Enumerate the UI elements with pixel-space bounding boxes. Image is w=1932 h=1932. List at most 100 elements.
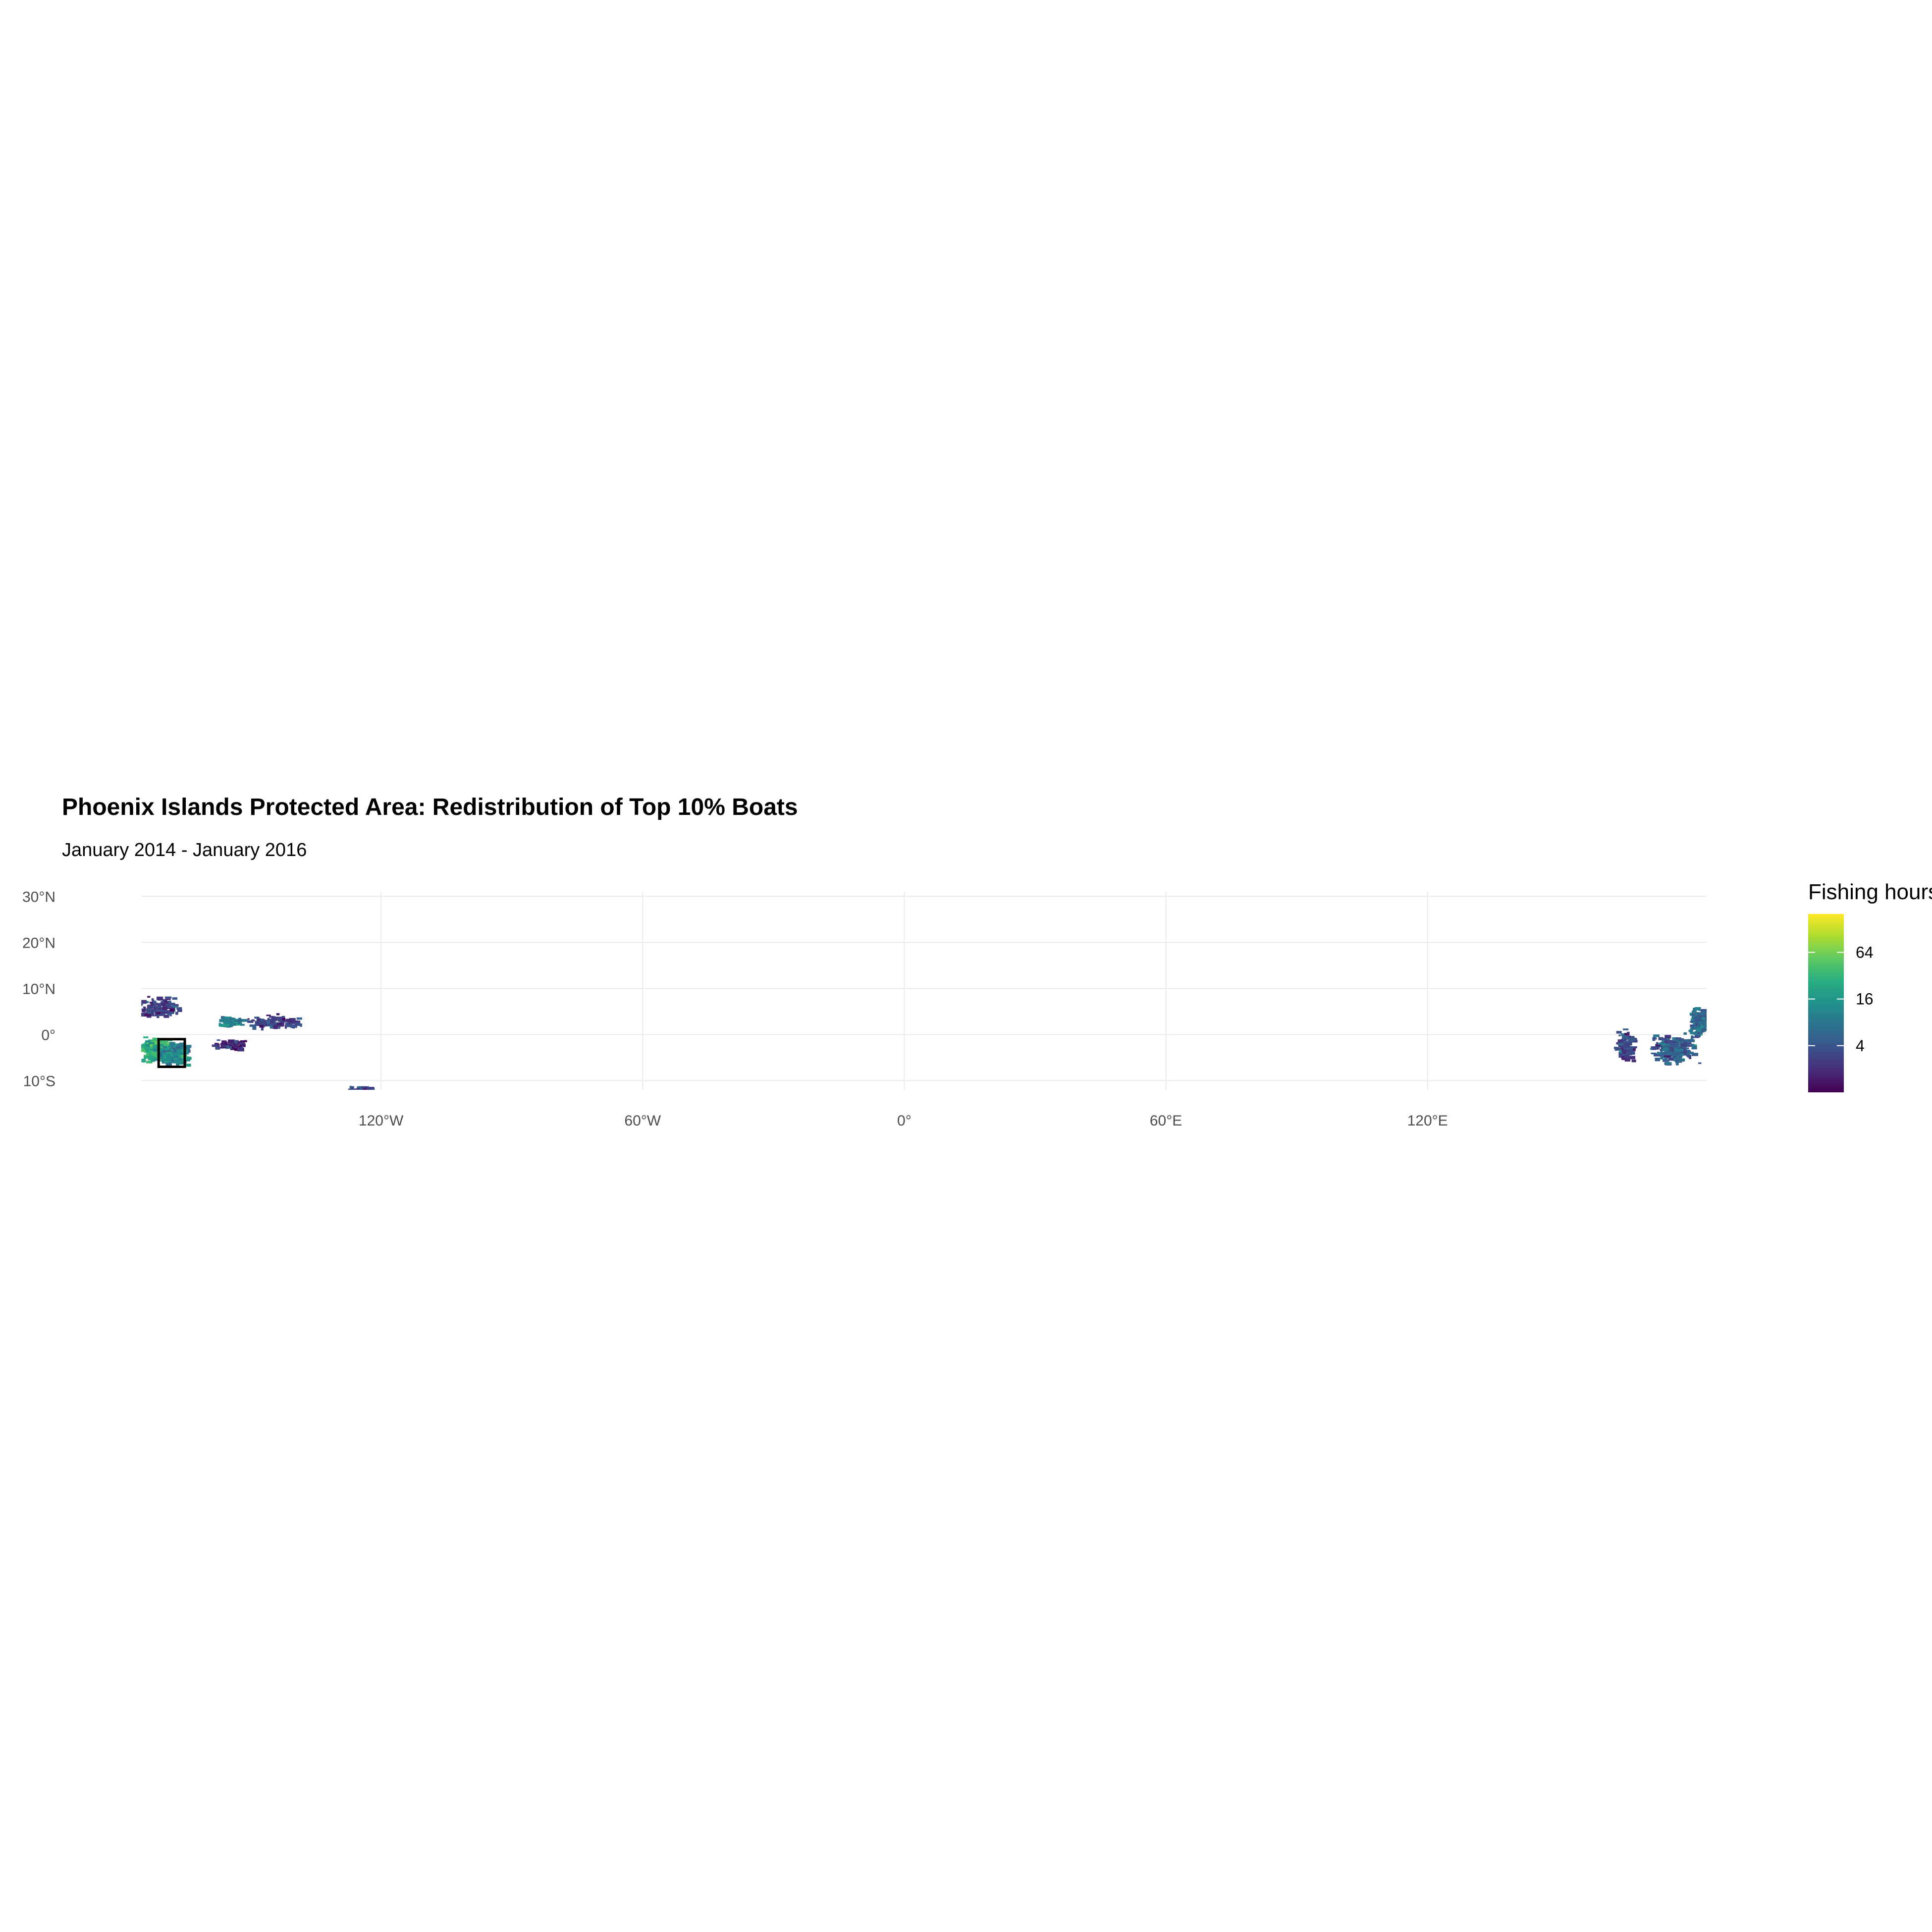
- legend-break-label: 4: [1856, 1037, 1865, 1055]
- fishing-cell: [1661, 1056, 1667, 1059]
- fishing-cell: [1673, 1042, 1679, 1045]
- fishing-cell: [152, 999, 155, 1004]
- fishing-cell: [146, 1061, 153, 1064]
- fishing-cell: [349, 1085, 352, 1089]
- fishing-cell: [356, 1089, 359, 1090]
- fishing-cell: [139, 1045, 141, 1047]
- fishing-cell: [169, 1042, 175, 1046]
- fishing-cell: [236, 1045, 242, 1048]
- fishing-cell: [1683, 1032, 1687, 1035]
- fishing-cell: [278, 1025, 280, 1029]
- lon-tick-label: 60°W: [624, 1113, 661, 1129]
- fishing-cell: [168, 1011, 173, 1014]
- fishing-cell: [1624, 1055, 1630, 1059]
- fishing-cell: [1687, 1050, 1691, 1054]
- fishing-cell: [267, 1019, 271, 1021]
- fishing-cell: [1673, 1057, 1678, 1061]
- fishing-cell: [154, 1003, 157, 1008]
- latitude-axis: 30°N 20°N 10°N 0° 10°S: [22, 889, 55, 1089]
- fishing-cell: [1665, 1044, 1672, 1047]
- fishing-cell: [1617, 1047, 1619, 1049]
- fishing-cell: [1664, 1041, 1668, 1044]
- fishing-cell: [176, 1056, 179, 1058]
- legend-title: Fishing hours: [1808, 880, 1932, 904]
- fishing-cell: [225, 1022, 230, 1025]
- fishing-cell: [1623, 1028, 1629, 1030]
- fishing-cell: [270, 1026, 275, 1028]
- fishing-cell: [1681, 1050, 1687, 1054]
- fishing-cell: [1690, 1030, 1693, 1034]
- fishing-cell: [363, 1091, 367, 1093]
- fishing-cell: [282, 1018, 286, 1020]
- fishing-cell: [286, 1019, 290, 1022]
- fishing-cell: [1690, 1027, 1694, 1031]
- fishing-cell: [255, 1020, 258, 1023]
- fishing-cell: [1677, 1045, 1681, 1050]
- fishing-cell: [357, 1093, 360, 1095]
- fishing-cell: [230, 1047, 235, 1050]
- fishing-cell: [231, 1020, 237, 1023]
- fishing-cell: [174, 1004, 179, 1007]
- fishing-cell: [366, 1091, 369, 1093]
- fishing-cell: [1658, 1045, 1660, 1049]
- fishing-cell: [1693, 1025, 1698, 1028]
- fishing-cell: [176, 1063, 179, 1068]
- fishing-cell: [1695, 1012, 1700, 1015]
- fishing-cell: [277, 1019, 285, 1022]
- fishing-cell: [366, 1088, 372, 1090]
- fishing-cell: [354, 1089, 358, 1090]
- fishing-cell: [1695, 1007, 1701, 1011]
- fishing-cell: [297, 1020, 301, 1023]
- fishing-cell: [147, 1005, 153, 1009]
- fishing-cell: [161, 1057, 164, 1061]
- fishing-cell: [1702, 1028, 1707, 1031]
- fishing-cell: [148, 1047, 151, 1051]
- fishing-cell: [212, 1044, 217, 1047]
- fishing-cell: [276, 1017, 283, 1019]
- fishing-cell: [1653, 1053, 1660, 1057]
- fishing-cell: [1618, 1054, 1622, 1058]
- fishing-cell: [221, 1040, 227, 1043]
- fishing-cell: [1670, 1044, 1677, 1048]
- fishing-cell: [1663, 1059, 1669, 1062]
- fishing-cell: [247, 1020, 253, 1023]
- fishing-cell: [1657, 1052, 1663, 1054]
- fishing-cell: [364, 1092, 370, 1095]
- fishing-cell: [1628, 1056, 1636, 1060]
- fishing-cell: [154, 1044, 159, 1048]
- fishing-cell: [266, 1015, 271, 1017]
- fishing-cell: [169, 1008, 175, 1012]
- fishing-cell: [357, 1086, 362, 1090]
- fishing-cell: [164, 1061, 169, 1063]
- fishing-cell: [1656, 1044, 1661, 1047]
- fishing-cell: [1675, 1049, 1678, 1051]
- fishing-cell: [185, 1064, 191, 1066]
- fishing-cell: [352, 1091, 354, 1094]
- fishing-cell: [234, 1047, 239, 1051]
- fishing-cell: [153, 1049, 158, 1052]
- fishing-cell: [1697, 1034, 1701, 1037]
- fishing-cell: [1626, 1031, 1630, 1034]
- fishing-cell: [1621, 1036, 1627, 1040]
- fishing-cell: [1667, 1046, 1673, 1050]
- fishing-cell: [153, 1001, 157, 1005]
- fishing-cell: [1698, 1062, 1702, 1064]
- fishing-cell: [180, 1046, 184, 1050]
- longitude-axis: 120°W 60°W 0° 60°E 120°E: [359, 1113, 1448, 1129]
- fishing-cell: [1667, 1040, 1673, 1044]
- fishing-cell: [1674, 1046, 1678, 1050]
- fishing-cell: [1691, 1031, 1697, 1035]
- fishing-cell: [161, 1002, 168, 1006]
- fishing-cell: [1678, 1057, 1682, 1061]
- fishing-cell: [1701, 1017, 1706, 1020]
- fishing-cell: [1631, 1059, 1636, 1063]
- fishing-cell: [1691, 1015, 1696, 1019]
- fishing-cell: [219, 1019, 225, 1022]
- fishing-cell: [1693, 1008, 1697, 1011]
- fishing-cell: [363, 1091, 368, 1093]
- fishing-cell: [1666, 1051, 1672, 1054]
- fishing-cell: [353, 1091, 358, 1095]
- fishing-cell: [151, 998, 154, 1001]
- fishing-cell: [156, 1051, 159, 1055]
